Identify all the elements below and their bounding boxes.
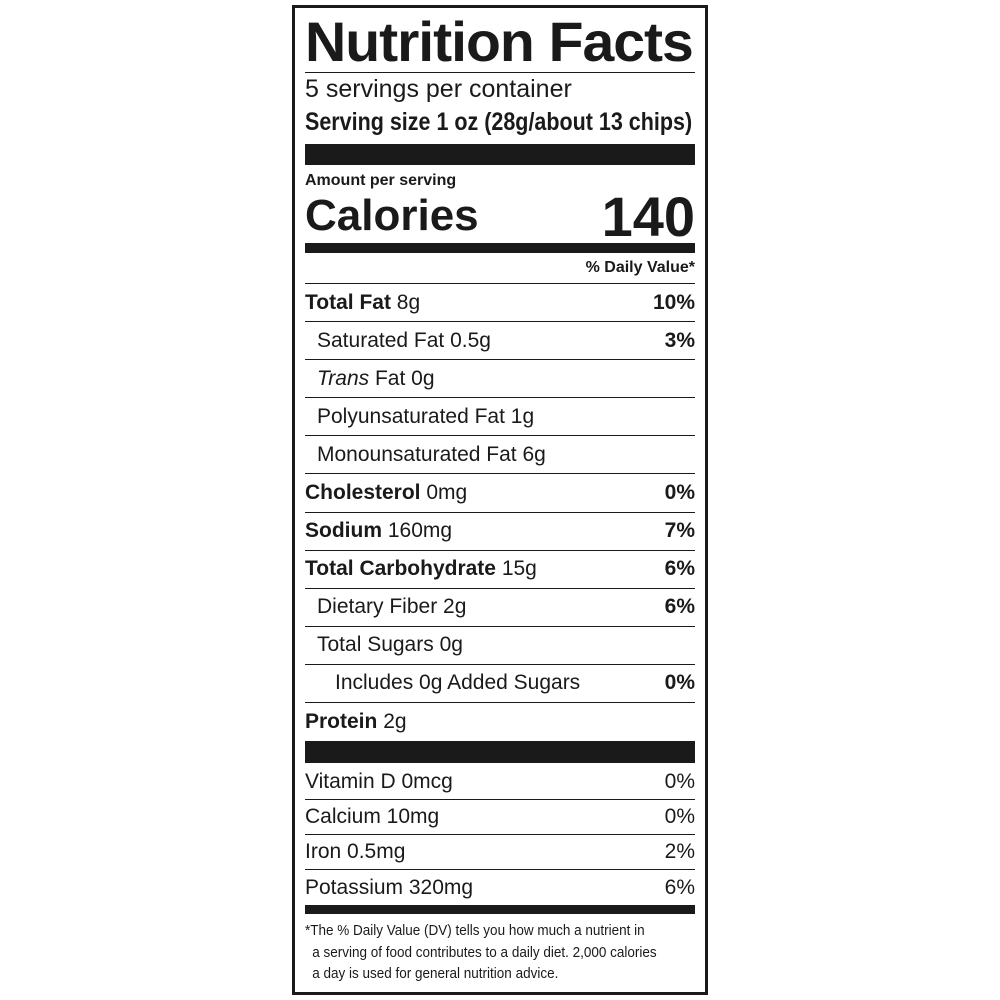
nutrient-amount: 0g [411,366,435,390]
nutrient-list: Total Fat 8g 10% Saturated Fat 0.5g 3% Trans… [305,283,695,740]
nutrient-row: Protein 2g [305,702,695,740]
servings-per-container: 5 servings per container [305,75,572,103]
nutrient-daily-value: 0% [664,671,695,695]
nutrient-label: Saturated Fat [317,328,445,352]
nutrient-name: Dietary Fiber 2g [305,595,466,619]
nutrient-daily-value: 7% [664,519,695,543]
nutrient-daily-value: 10% [652,290,695,314]
nutrient-name: Includes 0g Added Sugars [305,671,580,695]
nutrient-label: Protein [305,709,378,733]
nutrient-amount: 15g [501,557,537,581]
calories-value: 140 [601,184,695,248]
nutrient-row: Cholesterol 0mg 0% [305,473,695,511]
medium-divider [305,905,695,914]
nutrient-name: Sodium 160mg [305,519,452,543]
nutrient-row: Sodium 160mg 7% [305,511,695,550]
nutrient-label: Total Sugars [317,633,434,657]
calories-label: Calories [305,191,479,240]
nutrient-amount: 2g [383,709,407,733]
vitamin-daily-value: 0% [664,770,695,793]
vitamin-list: Vitamin D 0mcg 0% Calcium 10mg 0% Iron 0.5mg… [305,765,695,905]
nutrient-name: Total Sugars 0g [305,633,463,657]
nutrient-label: Dietary Fiber [317,595,438,619]
vitamin-row: Iron 0.5mg 2% [305,835,695,870]
vitamin-row: Potassium 320mg 6% [305,870,695,905]
nutrient-amount: 2g [443,595,467,619]
nutrient-row: Dietary Fiber 2g 6% [305,587,695,626]
nutrient-daily-value: 6% [664,557,695,581]
nutrient-row: Includes 0g Added Sugars 0% [305,663,695,702]
nutrient-label: Total Carbohydrate [305,557,496,581]
nutrient-label-suffix: Fat [374,366,406,390]
nutrient-label: Total Fat [305,290,391,314]
nutrition-facts-label: Nutrition Facts 5 servings per container… [292,5,708,995]
nutrient-amount: 1g [510,404,535,428]
nutrient-amount: 8g [396,290,421,314]
footnote-line: a day is used for general nutrition advi… [312,965,559,982]
divider [305,72,695,73]
nutrient-amount: 0.5g [450,328,491,352]
vitamin-label: Calcium 10mg [305,805,440,828]
nutrient-amount: 0mg [426,481,468,505]
calories-row: Calories 140 [305,185,695,248]
nutrient-amount: 160mg [387,519,453,543]
nutrient-name: Polyunsaturated Fat 1g [305,405,534,429]
nutrient-row: Total Sugars 0g [305,625,695,664]
nutrient-label: Trans [317,366,370,390]
thick-divider [305,144,695,165]
nutrient-name: Saturated Fat 0.5g [305,329,491,353]
footnote-line: a serving of food contributes to a daily… [312,943,657,961]
nutrient-label: Sodium [305,519,382,543]
vitamin-daily-value: 6% [664,875,695,899]
nutrient-name: Protein 2g [305,710,407,734]
nutrient-label: Includes 0g Added Sugars [335,671,581,695]
medium-divider [305,243,695,253]
nutrient-name: Trans Fat 0g [305,367,435,391]
daily-value-header: % Daily Value* [585,259,695,276]
footnote: *The % Daily Value (DV) tells you how mu… [305,920,692,985]
amount-per-serving: Amount per serving [305,172,457,189]
nutrient-name: Cholesterol 0mg [305,481,467,505]
nutrient-row: Total Fat 8g 10% [305,283,695,321]
nutrient-row: Monounsaturated Fat 6g [305,435,695,473]
vitamin-row: Vitamin D 0mcg 0% [305,765,695,800]
vitamin-daily-value: 0% [664,805,695,828]
nutrient-name: Total Fat 8g [305,291,420,315]
nutrient-name: Total Carbohydrate 15g [305,557,537,581]
nutrient-label: Cholesterol [305,481,421,505]
nutrient-amount: 0g [439,633,463,657]
nutrient-daily-value: 6% [664,595,695,619]
nutrient-amount: 6g [522,442,546,466]
vitamin-row: Calcium 10mg 0% [305,800,695,835]
vitamin-label: Potassium 320mg [305,875,474,899]
nutrient-row: Saturated Fat 0.5g 3% [305,321,695,359]
nutrient-row: Polyunsaturated Fat 1g [305,397,695,435]
nutrient-label: Monounsaturated Fat [317,442,517,466]
vitamin-label: Vitamin D 0mcg [305,770,453,793]
serving-size: Serving size 1 oz (28g/about 13 chips) [305,108,693,136]
nutrient-row: Trans Fat 0g [305,359,695,397]
label-title: Nutrition Facts [305,10,694,73]
vitamin-label: Iron 0.5mg [305,840,406,863]
thick-divider [305,741,695,763]
nutrient-name: Monounsaturated Fat 6g [305,443,546,467]
vitamin-daily-value: 2% [664,840,695,863]
nutrient-daily-value: 0% [664,481,695,505]
nutrient-label: Polyunsaturated Fat [317,404,505,428]
nutrient-daily-value: 3% [664,328,695,352]
footnote-line: *The % Daily Value (DV) tells you how mu… [305,922,645,939]
nutrient-row: Total Carbohydrate 15g 6% [305,549,695,588]
